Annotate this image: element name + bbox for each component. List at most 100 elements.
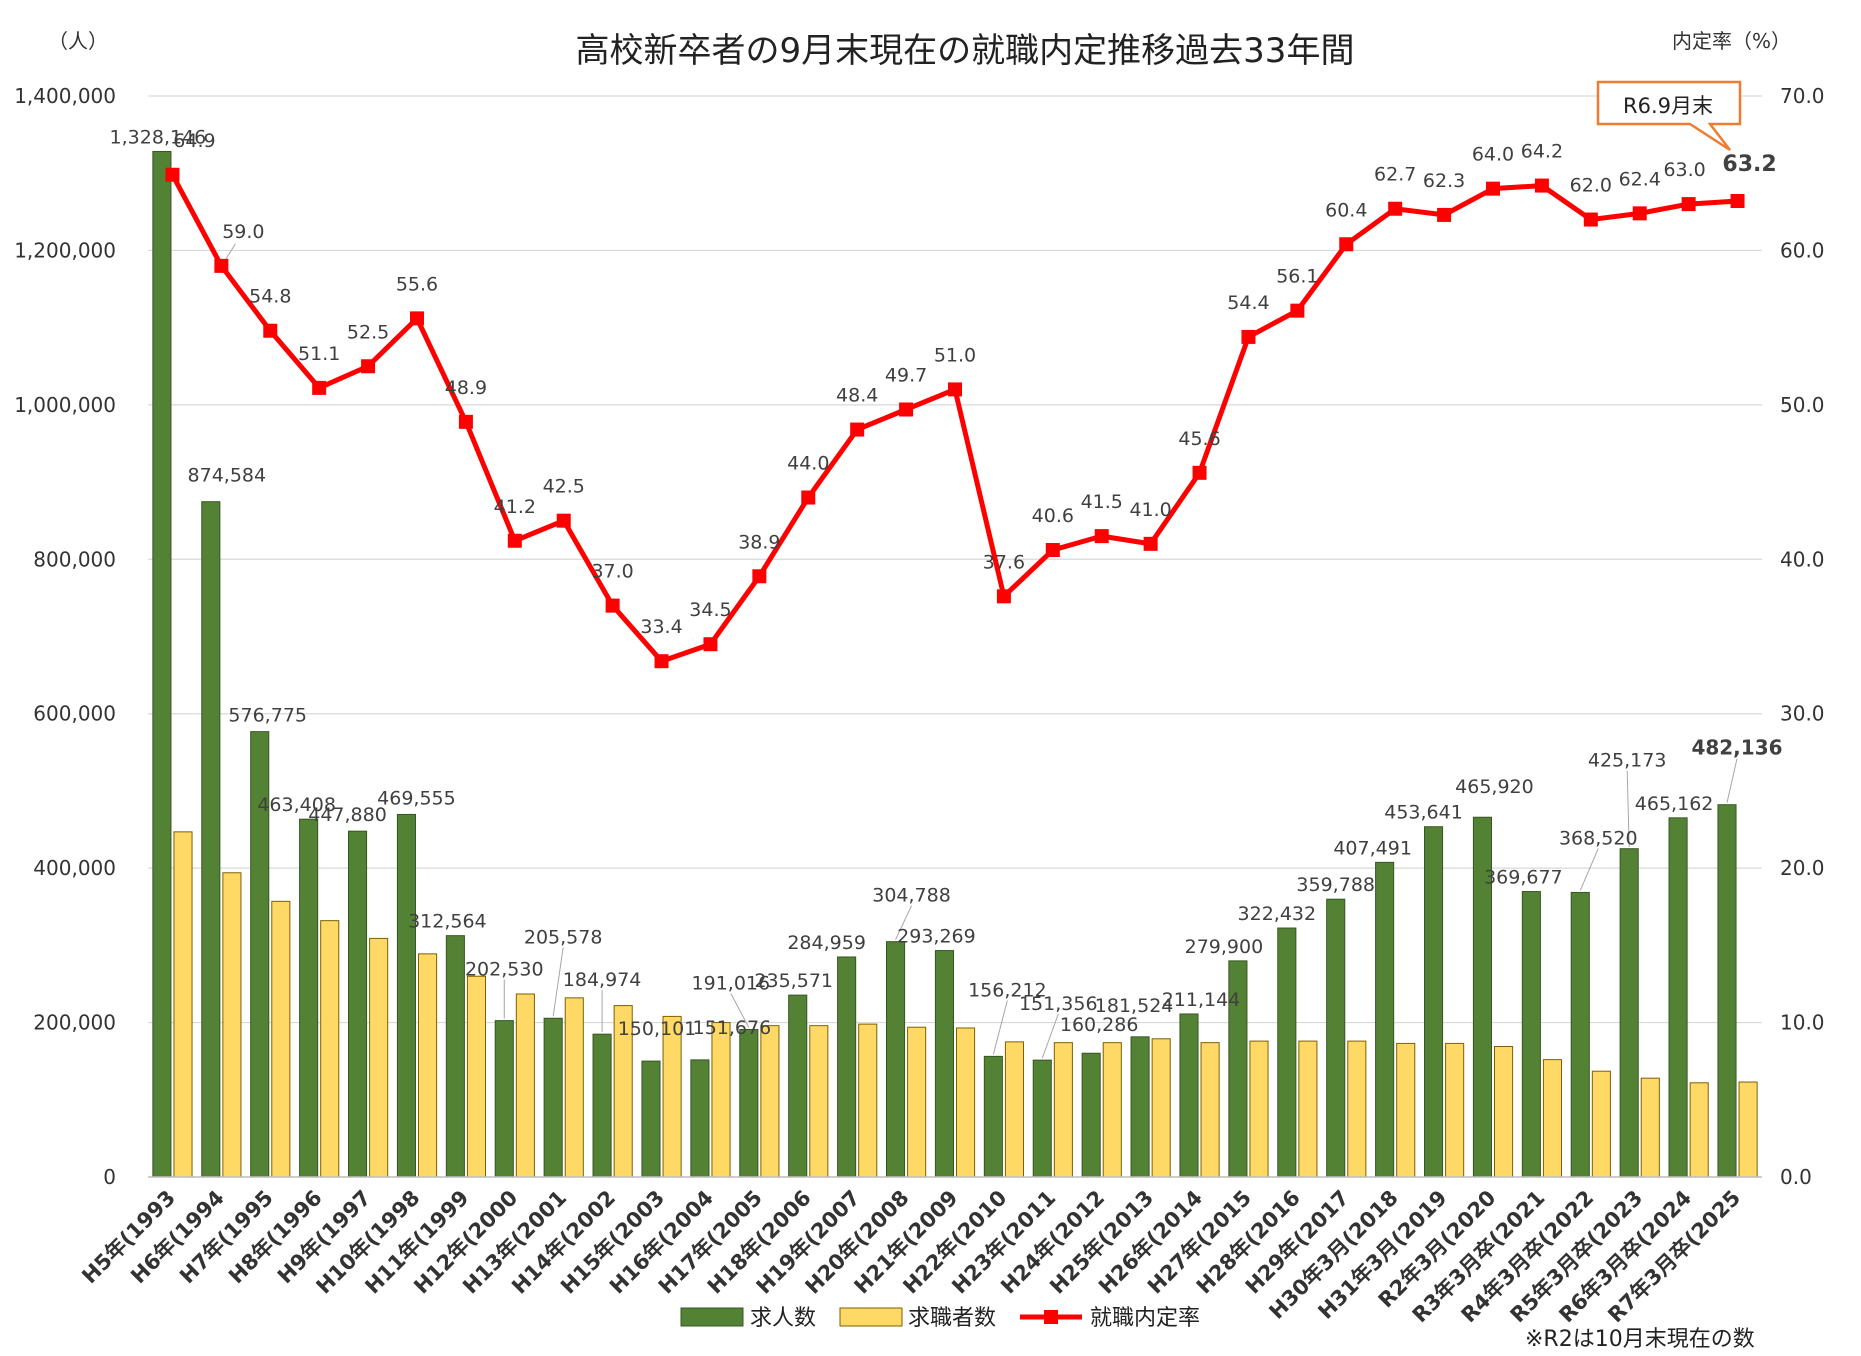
rate-marker — [996, 589, 1011, 604]
bar-value-label: 369,677 — [1484, 867, 1563, 889]
rate-marker — [1339, 237, 1354, 252]
rate-marker — [1486, 181, 1500, 196]
bar-value-label: 469,555 — [377, 787, 456, 809]
y-left-tick-label: 600,000 — [33, 702, 116, 726]
rate-marker — [899, 402, 914, 417]
bar-job-seekers — [369, 937, 389, 1178]
rate-value-label: 62.7 — [1374, 164, 1416, 186]
y-left-tick-label: 1,000,000 — [14, 393, 116, 417]
bar-job-openings — [837, 956, 857, 1178]
bar-value-label: 874,584 — [188, 465, 267, 487]
bar-job-seekers — [760, 1025, 780, 1178]
rate-value-label: 34.5 — [689, 599, 731, 621]
rate-value-label: 62.3 — [1423, 170, 1465, 192]
bar-job-seekers — [1053, 1042, 1073, 1178]
bar-job-seekers — [1151, 1038, 1171, 1178]
y-left-tick-label: 800,000 — [33, 547, 116, 571]
bar-job-openings — [1277, 927, 1297, 1178]
bar-job-openings — [494, 1020, 514, 1178]
leader-line — [552, 947, 564, 1017]
bar-job-seekers — [1004, 1041, 1025, 1178]
bar-job-seekers — [858, 1023, 878, 1178]
bar-job-seekers — [1347, 1040, 1367, 1178]
leader-line — [1579, 848, 1599, 891]
y-right-tick-label: 70.0 — [1780, 84, 1825, 108]
bar-job-openings — [1717, 804, 1737, 1178]
bar-job-seekers — [711, 1022, 731, 1178]
rate-marker — [410, 311, 424, 326]
bar-value-label: 359,788 — [1296, 874, 1375, 896]
rate-value-label: 48.9 — [445, 377, 487, 399]
bar-value-label: 463,408 — [257, 794, 336, 816]
bar-job-seekers — [466, 975, 487, 1178]
bar-job-openings — [788, 994, 808, 1178]
rate-marker — [1290, 303, 1305, 318]
rate-marker — [703, 637, 718, 652]
rate-polyline — [170, 173, 1738, 664]
bar-job-openings — [1179, 1013, 1199, 1178]
y-left-tick-label: 400,000 — [33, 856, 116, 880]
y-right-tick-label: 20.0 — [1780, 856, 1825, 880]
legend-swatch-jobs — [680, 1307, 744, 1327]
bar-value-label: 425,173 — [1588, 750, 1667, 772]
bar-job-seekers — [515, 993, 535, 1178]
rate-marker — [1388, 201, 1403, 216]
y-right-tick-label: 30.0 — [1780, 702, 1825, 726]
rate-marker — [556, 513, 571, 528]
bar-job-seekers — [1640, 1077, 1660, 1178]
callout-box: R6.9月末 — [1596, 80, 1742, 152]
bar-job-seekers — [1102, 1042, 1122, 1178]
bar-value-label: 279,900 — [1185, 936, 1264, 958]
rate-value-label: 62.4 — [1619, 168, 1661, 190]
leader-line — [730, 993, 750, 1028]
rate-value-label: 40.6 — [1032, 505, 1074, 527]
y-right-tick-label: 10.0 — [1780, 1011, 1825, 1035]
bar-job-openings — [934, 950, 954, 1178]
bar-job-openings — [1423, 826, 1444, 1178]
bar-job-seekers — [662, 1015, 682, 1178]
rate-marker — [850, 422, 865, 437]
bar-job-seekers — [907, 1026, 927, 1178]
rate-marker — [1045, 543, 1060, 558]
rate-marker — [1143, 536, 1158, 551]
rate-value-label: 48.4 — [836, 385, 878, 407]
bar-job-openings — [1668, 817, 1688, 1178]
bar-job-openings — [299, 818, 319, 1178]
rate-marker — [1437, 207, 1452, 222]
bar-job-seekers — [1738, 1081, 1758, 1178]
legend: 求人数 求職者数 就職内定率 — [680, 1306, 1200, 1331]
bar-job-seekers — [1591, 1070, 1611, 1178]
rate-value-label: 37.0 — [591, 561, 633, 583]
rate-value-label: 44.0 — [787, 453, 829, 475]
y-left-tick-label: 200,000 — [33, 1011, 116, 1035]
bar-job-seekers — [1445, 1042, 1465, 1178]
bar-value-label: 284,959 — [787, 932, 866, 954]
bar-value-label: 368,520 — [1559, 827, 1638, 849]
leader-line — [1041, 1013, 1059, 1059]
rate-marker — [458, 414, 473, 429]
rate-line — [165, 167, 1745, 669]
rate-marker — [263, 323, 278, 338]
bar-job-openings — [1570, 891, 1590, 1178]
bar-job-seekers — [1298, 1040, 1318, 1178]
y-right-tick-label: 60.0 — [1780, 238, 1825, 262]
bar-value-label: 453,641 — [1384, 802, 1463, 824]
rate-marker — [801, 490, 816, 505]
rate-marker — [752, 569, 767, 584]
left-axis-unit: （人） — [48, 29, 108, 53]
rate-value-label: 52.5 — [347, 321, 389, 343]
bar-value-label: 312,564 — [408, 911, 487, 933]
bar-job-seekers — [418, 953, 438, 1178]
rate-marker — [165, 167, 180, 182]
bar-value-label: 151,676 — [693, 1017, 772, 1039]
bar-job-seekers — [222, 872, 242, 1178]
rate-value-label: 51.0 — [934, 344, 976, 366]
rate-value-label: 54.8 — [249, 286, 291, 308]
bar-job-openings — [347, 830, 368, 1178]
leader-line — [895, 905, 912, 940]
bar-value-label: 465,162 — [1635, 793, 1714, 815]
rate-value-label: 62.0 — [1570, 175, 1612, 197]
rate-marker — [1730, 194, 1745, 209]
bar-value-label: 304,788 — [872, 885, 951, 907]
leader-line — [992, 1000, 1008, 1055]
